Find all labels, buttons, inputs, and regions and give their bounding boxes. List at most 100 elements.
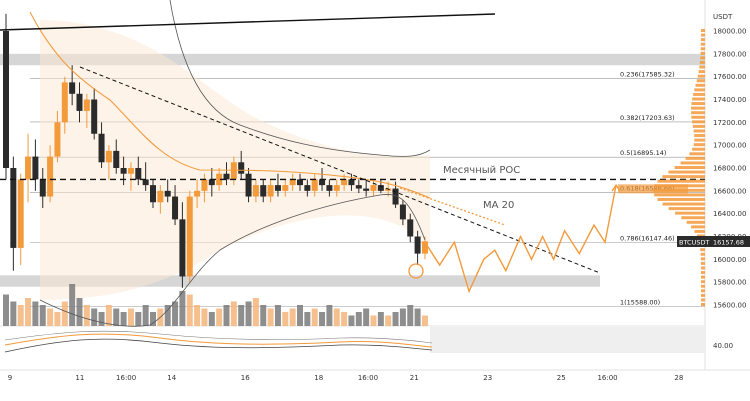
fib-level-label: 0.236(17585.32) [620,70,675,78]
volume-profile-bar [657,197,705,201]
volume-profile-bar [700,257,705,261]
candle-body [230,162,237,180]
volume-bar [407,305,414,326]
volume-bar [201,308,208,326]
volume-profile-bar [700,248,705,252]
volume-bar [282,312,289,326]
candle-body [17,179,24,248]
candle-body [399,204,406,220]
volume-profile-bar [686,220,705,224]
volume-bar [230,301,237,326]
indicator-band [430,327,705,353]
volume-bar [355,312,362,326]
candle-body [150,185,156,203]
volume-profile-bar [689,152,705,156]
bollinger-fill [40,20,430,300]
volume-bar [274,305,281,326]
y-tick-label: 16800.00 [713,165,746,173]
volume-bar [399,308,406,326]
volume-bar [91,308,98,326]
volume-bar [385,315,392,326]
volume-bar [135,312,142,326]
candle-body [304,185,311,191]
volume-bar [216,308,223,326]
x-tick-label: 23 [483,374,492,382]
volume-bar [194,305,201,326]
volume-bar [127,308,134,326]
price-axis-background [705,0,750,370]
volume-bar [17,305,24,326]
volume-profile-bar [693,129,705,133]
candle-body [355,185,362,189]
fib-level-label: 1(15588.00) [620,298,660,306]
volume-bar [223,305,230,326]
x-tick-label: 25 [557,374,566,382]
y-tick-label: 17400.00 [713,96,746,104]
candle-body [61,82,68,123]
candle-body [113,150,120,168]
candle-body [333,185,340,191]
volume-bar [3,294,9,326]
volume-bar [39,305,46,326]
ma-annotation: MA 20 [483,200,514,211]
volume-profile-bar [700,271,705,275]
volume-profile-bar [700,47,705,51]
candle-body [186,196,193,277]
candle-body [135,168,142,180]
volume-profile-bar [701,303,705,306]
candle-body [311,179,318,191]
candle-body [326,185,333,191]
volume-bar [370,315,377,326]
volume-bar [54,312,61,326]
volume-bar [172,301,179,326]
volume-profile-bar [700,38,705,42]
volume-bar [333,308,340,326]
support-resistance-zone [0,53,705,66]
candle-body [363,188,370,191]
volume-bar [363,308,370,326]
descending-trendline [79,66,601,274]
x-tick-label: 28 [674,374,683,382]
volume-bar [267,308,274,326]
candle-body [83,99,90,111]
volume-bar [260,305,267,326]
volume-bar [311,308,318,326]
volume-bar [289,308,296,326]
candle-body [157,190,164,203]
volume-profile-bar [654,184,705,188]
candle-body [216,173,223,186]
candle-body [289,179,296,186]
volume-profile-bar [680,161,705,165]
volume-profile-bar [700,29,705,32]
volume-profile-bar [691,225,705,229]
x-tick-label: 9 [8,374,12,382]
candle-body [370,185,377,191]
volume-bar [319,312,326,326]
candle-body [297,179,303,186]
ma-20-projection [399,187,506,226]
candle-body [54,122,61,157]
volume-bar [297,305,303,326]
x-tick-label: 16:00 [116,374,136,382]
volume-profile-bar [694,229,705,233]
volume-profile-bar [700,56,705,60]
candle-body [392,188,399,205]
volume-profile-bar [668,207,705,211]
x-tick-label: 11 [75,374,84,382]
volume-profile-bar [654,193,705,197]
volume-bar [414,308,421,326]
symbol-tag-bg [677,236,711,247]
volume-profile-bar [681,216,705,220]
candle-body [267,185,274,197]
candle-body [348,179,355,186]
candle-body [341,179,348,186]
candle-body [245,173,252,197]
candle-body [32,156,39,180]
candle-body [238,162,245,174]
volume-bar [25,298,32,326]
volume-bar [83,305,90,326]
y-tick-label: 15800.00 [713,279,746,287]
volume-profile-bar [691,115,705,119]
volume-bar [348,315,355,326]
lower-band-line [39,194,426,327]
